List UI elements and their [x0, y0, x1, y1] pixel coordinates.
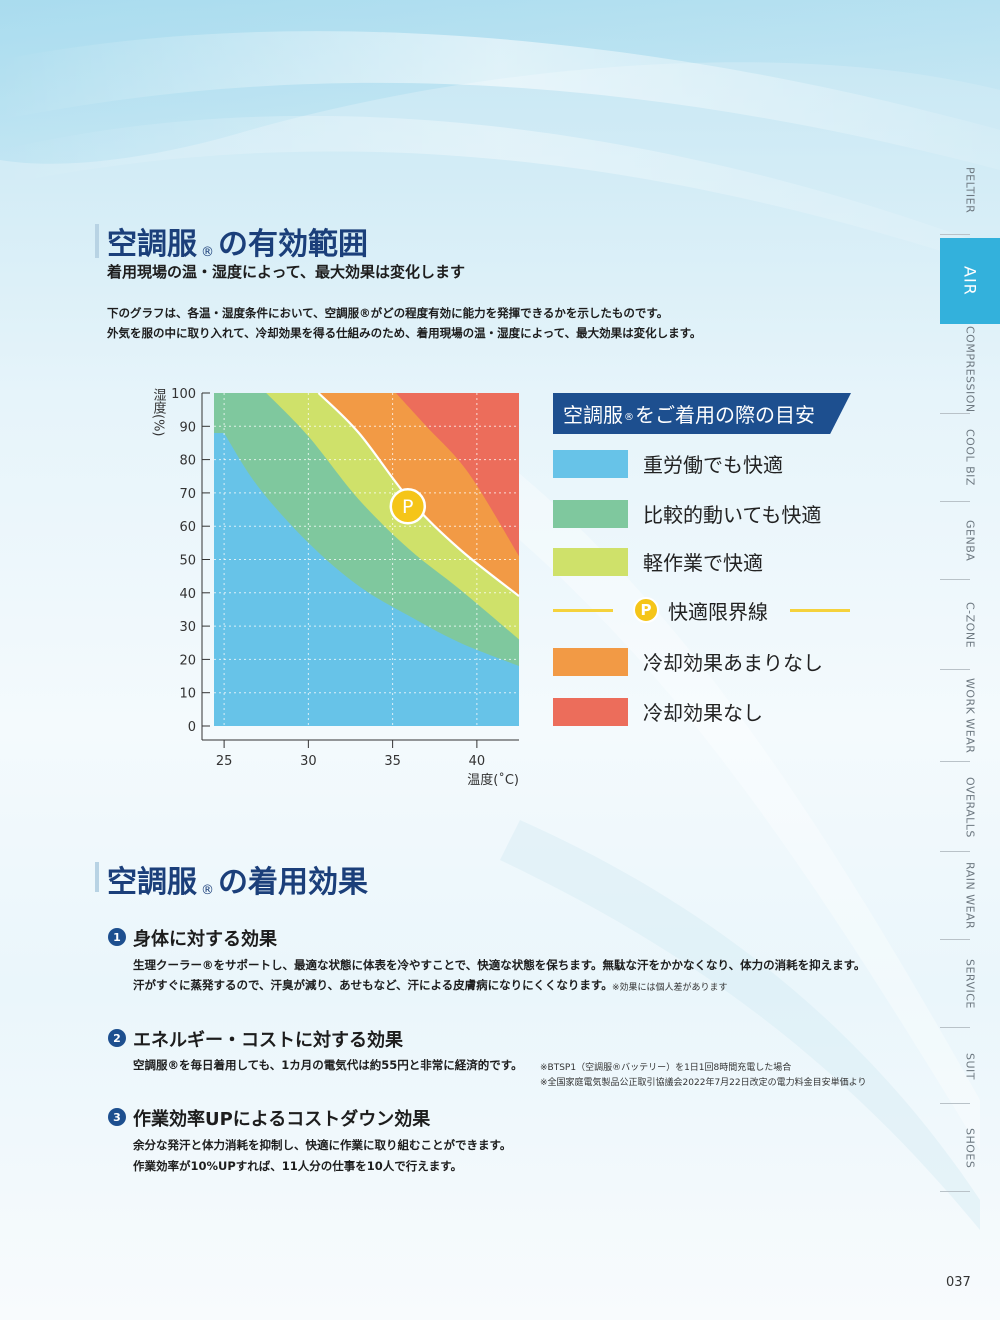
- effect-2-heading: エネルギー・コストに対する効果: [133, 1030, 403, 1051]
- y-tick-label: 50: [179, 554, 196, 569]
- side-tab-label: OVERALLS: [963, 776, 977, 838]
- side-tab-divider: [940, 1191, 970, 1192]
- legend-banner: 空調服 ® をご着用の際の目安: [553, 393, 851, 434]
- legend-swatch: [553, 648, 628, 676]
- side-tab-label: SERVICE: [963, 959, 977, 1009]
- side-tab-label: WORK WEAR: [963, 678, 977, 754]
- y-tick-label: 70: [179, 487, 196, 502]
- side-tab-divider: [940, 851, 970, 852]
- side-tab-label: COOL BIZ: [963, 428, 977, 486]
- effect-1-note: ※効果には個人差があります: [612, 983, 728, 993]
- x-tick-label: 35: [384, 754, 401, 769]
- effect-3-heading: 作業効率UPによるコストダウン効果: [133, 1109, 431, 1130]
- effect-3-line1: 余分な発汗と体力消耗を抑制し、快適に作業に取り組むことができます。: [133, 1138, 512, 1152]
- side-tab-compression[interactable]: COMPRESSION: [940, 324, 1000, 414]
- side-tab-divider: [940, 1103, 970, 1104]
- effect-1-number-badge: 1: [108, 928, 126, 946]
- effect-2-note1: ※BTSP1（空調服®バッテリー）を1日1回8時間充電した場合: [540, 1063, 792, 1073]
- side-tab-rain-wear[interactable]: RAIN WEAR: [940, 852, 1000, 940]
- side-tab-peltier[interactable]: PELTIER: [940, 145, 1000, 235]
- side-tab-work-wear[interactable]: WORK WEAR: [940, 670, 1000, 762]
- legend-label: 快適限界線: [668, 600, 768, 624]
- effect-3-line2: 作業効率が10%UPすれば、11人分の仕事を10人で行えます。: [133, 1159, 463, 1173]
- side-tab-genba[interactable]: GENBA: [940, 502, 1000, 580]
- effect-2-note2: ※全国家庭電気製品公正取引協議会2022年7月22日改定の電力料金目安単価より: [540, 1078, 867, 1088]
- side-tab-label: PELTIER: [963, 166, 977, 214]
- legend-swatch: [553, 450, 628, 478]
- y-tick-label: 90: [179, 420, 196, 435]
- side-tab-divider: [940, 939, 970, 940]
- side-tab-label: COMPRESSION: [963, 325, 977, 413]
- section1-title: 空調服 ® の有効範囲: [107, 227, 368, 262]
- side-tab-service[interactable]: SERVICE: [940, 940, 1000, 1028]
- side-tab-cool-biz[interactable]: COOL BIZ: [940, 412, 1000, 502]
- side-tab-label: SHOES: [963, 1127, 977, 1169]
- y-tick-label: 80: [179, 454, 196, 469]
- side-tab-label: RAIN WEAR: [963, 862, 977, 930]
- side-tab-divider: [940, 579, 970, 580]
- section1-desc-line2: 外気を服の中に取り入れて、冷却効果を得る仕組みのため、着用現場の温・湿度によって…: [107, 326, 702, 340]
- zone-heavy-ok: [214, 432, 519, 726]
- side-tab-overalls[interactable]: OVERALLS: [940, 762, 1000, 852]
- side-tab-divider: [940, 234, 970, 235]
- legend-swatch: [553, 548, 628, 576]
- y-tick-label: 40: [179, 587, 196, 602]
- side-tab-divider: [940, 413, 970, 414]
- effect-1-line2: 汗がすぐに蒸発するので、汗臭が減り、あせもなど、汗による皮膚病になりにくくなりま…: [133, 978, 613, 992]
- legend-label: 冷却効果あまりなし: [643, 651, 823, 675]
- y-tick-label: 30: [179, 620, 196, 635]
- legend-p-badge: P: [633, 597, 659, 623]
- legend-swatch: [553, 698, 628, 726]
- side-tab-air[interactable]: AIR: [940, 238, 1000, 324]
- side-tab-label: AIR: [960, 266, 980, 296]
- legend-label: 比較的動いても快適: [643, 503, 822, 527]
- side-tab-shoes[interactable]: SHOES: [940, 1104, 1000, 1192]
- side-tab-divider: [940, 1027, 970, 1028]
- section1-subtitle: 着用現場の温・湿度によって、最大効果は変化します: [107, 263, 466, 281]
- p-marker-label: P: [402, 496, 413, 518]
- effect-1-line1: 生理クーラー®をサポートし、最適な状態に体表を冷やすことで、快適な状態を保ちます…: [133, 958, 866, 972]
- section2-title: 空調服 ® の着用効果: [107, 865, 368, 900]
- x-tick-label: 30: [300, 754, 317, 769]
- side-tab-divider: [940, 501, 970, 502]
- side-tab-divider: [940, 669, 970, 670]
- y-axis-label: 湿度(%): [151, 388, 167, 437]
- y-tick-label: 20: [179, 653, 196, 668]
- effect-2-line1: 空調服®を毎日着用しても、1カ月の電気代は約55円と非常に経済的です。: [133, 1058, 523, 1072]
- effect-3-number-badge: 3: [108, 1108, 126, 1126]
- effect-2-number-badge: 2: [108, 1029, 126, 1047]
- x-tick-label: 40: [469, 754, 486, 769]
- x-tick-label: 25: [216, 754, 233, 769]
- x-axis-label: 温度(˚C): [467, 772, 519, 788]
- legend-label: 軽作業で快適: [643, 551, 763, 575]
- y-tick-label: 10: [179, 687, 196, 702]
- side-tab-label: C-ZONE: [963, 601, 977, 649]
- legend-label: 冷却効果なし: [643, 701, 763, 725]
- side-tab-divider: [940, 761, 970, 762]
- side-tab-suit[interactable]: SUIT: [940, 1028, 1000, 1104]
- legend-limit-line-right: [790, 609, 850, 612]
- section1-title-bar: [95, 224, 99, 258]
- effect-1-heading: 身体に対する効果: [133, 929, 277, 950]
- section2-title-bar: [95, 862, 99, 892]
- section1-desc-line1: 下のグラフは、各温・湿度条件において、空調服®がどの程度有効に能力を発揮できるか…: [107, 306, 669, 320]
- y-tick-label: 60: [179, 520, 196, 535]
- side-tab-label: SUIT: [963, 1052, 977, 1080]
- legend-label: 重労働でも快適: [643, 453, 783, 477]
- y-tick-label: 0: [188, 720, 196, 735]
- side-tab-c-zone[interactable]: C-ZONE: [940, 580, 1000, 670]
- legend-swatch: [553, 500, 628, 528]
- side-tab-label: GENBA: [963, 520, 977, 562]
- legend-limit-line-left: [553, 609, 613, 612]
- effective-range-chart: 0 10 20 30 40 50 60 70 80 90 100 25 30 35 40 温度(˚C) 湿度(%…: [151, 387, 520, 788]
- y-tick-label: 100: [171, 387, 196, 402]
- p-marker: [389, 487, 427, 525]
- page-number: 037: [946, 1275, 971, 1290]
